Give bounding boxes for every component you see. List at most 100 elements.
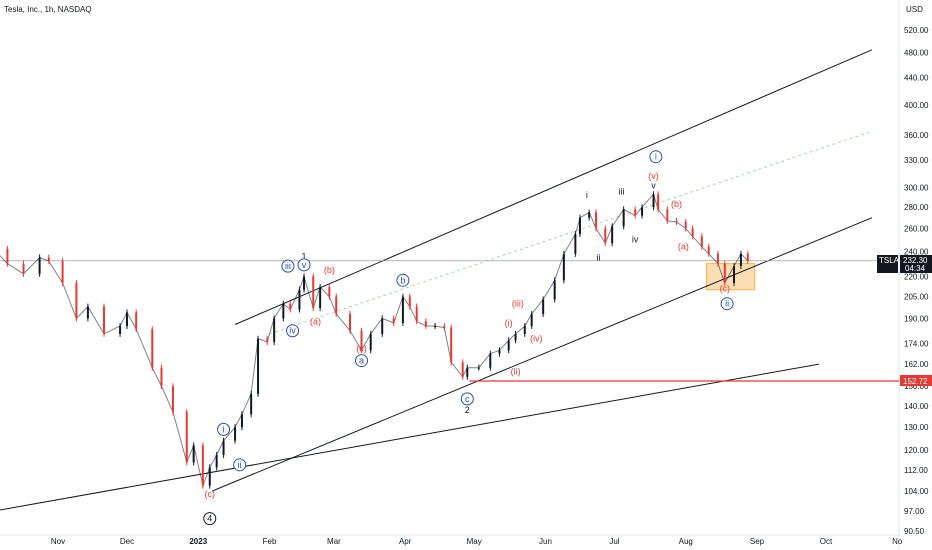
price-candle-body — [746, 253, 749, 261]
price-candle-body — [119, 326, 122, 334]
wave-label: 2 — [465, 405, 470, 415]
price-candle-body — [733, 266, 736, 283]
price-candle-body — [185, 412, 188, 463]
price-candle-body — [634, 209, 637, 216]
wave-label: iv — [289, 326, 296, 336]
price-candle-body — [401, 296, 404, 323]
y-tick-label: 190.00 — [904, 314, 929, 323]
price-candle-body — [408, 296, 411, 307]
wave-label-circle — [396, 273, 410, 287]
price-candle-body — [716, 253, 719, 264]
level-tag-value: 152.72 — [903, 377, 928, 386]
price-candle-body — [461, 362, 464, 377]
y-tick-label: 104.00 — [904, 487, 929, 496]
level-layer[interactable] — [0, 260, 899, 382]
symbol-tag-bg — [877, 255, 898, 273]
price-candle-body — [38, 257, 41, 274]
price-candle-body — [298, 289, 301, 310]
x-tick-label: Feb — [263, 537, 277, 546]
price-candle-body — [542, 299, 545, 314]
y-tick-label: 174.00 — [904, 340, 929, 349]
price-candle-body — [201, 445, 204, 486]
price-candle-body — [328, 286, 331, 297]
wave-label: i — [223, 424, 225, 434]
chart-title: Tesla, Inc., 1h, NASDAQ — [4, 5, 92, 14]
wave-label: ii — [596, 252, 600, 262]
price-candle-body — [75, 282, 78, 319]
wave-label: i — [655, 152, 657, 162]
wave-label: (a) — [678, 242, 689, 252]
y-tick-label: 440.00 — [904, 74, 929, 83]
y-tick-label: 120.00 — [904, 446, 929, 455]
price-candle-body — [303, 276, 306, 290]
price-candle-body — [125, 312, 128, 327]
wave-label: 4 — [207, 514, 212, 524]
wave-label: a — [359, 356, 364, 366]
x-tick-label: Aug — [679, 537, 693, 546]
wave-label: 1 — [302, 251, 307, 261]
wave-label: ii — [238, 460, 242, 470]
price-axis-ticks: 520.00 480.00 440.00 400.00 360.00 330.00 300.… — [904, 26, 929, 536]
price-candle-body — [369, 333, 372, 351]
price-candle-body — [424, 321, 427, 327]
level-price-tag: 152.72 — [900, 375, 932, 386]
wave-label: b — [400, 275, 405, 285]
price-candle-body — [349, 313, 352, 331]
y-tick-label: 330.00 — [904, 156, 929, 165]
price-candle-body — [466, 367, 469, 377]
y-tick-label: 220.00 — [904, 272, 929, 281]
wave-label: (iii) — [512, 299, 524, 309]
price-candle-body — [22, 263, 25, 274]
price-candle-body — [641, 207, 644, 216]
price-candle-body — [657, 194, 660, 210]
wave-label-circle — [233, 458, 247, 472]
wave-label-circle — [460, 392, 474, 406]
price-candle-body — [135, 312, 138, 330]
price-candle-body — [588, 212, 591, 218]
wave-label-circle — [720, 297, 734, 311]
price-candle-body — [675, 220, 678, 222]
price-candle-body — [595, 212, 598, 229]
y-tick-label: 360.00 — [904, 131, 929, 140]
wave-label: (b) — [671, 199, 682, 209]
price-candle-body — [530, 313, 533, 327]
y-tick-label: 300.00 — [904, 183, 929, 192]
wave-label: iii — [618, 186, 624, 196]
price-candle-body — [450, 327, 453, 363]
price-candle-body — [360, 330, 363, 351]
wave-label: (c) — [720, 283, 731, 293]
price-tag-bg — [900, 255, 932, 273]
price-candle-body — [443, 326, 446, 328]
price-candle-body — [652, 194, 655, 208]
time-axis-ticks: Nov Dec 2023 Feb Mar Apr May Jun Jul Aug Sep Oct No — [51, 537, 903, 546]
y-tick-label: 162.00 — [904, 360, 929, 369]
price-candle-body — [684, 221, 687, 229]
wave-label: (iv) — [530, 334, 543, 344]
price-candle-body — [192, 445, 195, 463]
price-candle-body — [47, 257, 50, 262]
price-candle-body — [604, 228, 607, 244]
wave-label-circle — [297, 258, 311, 272]
price-candle-body — [240, 414, 243, 428]
price-candle-body — [335, 296, 338, 314]
price-candle-body — [282, 303, 285, 319]
x-tick-label: Sep — [750, 537, 765, 546]
wave-label-circle — [355, 354, 369, 368]
price-candle-body — [160, 367, 163, 387]
trendline-layer[interactable] — [0, 49, 873, 511]
price-candle-body — [415, 306, 418, 322]
y-tick-label: 140.00 — [904, 402, 929, 411]
y-tick-label: 130.00 — [904, 423, 929, 432]
price-candle-body — [723, 263, 726, 283]
y-tick-label: 112.00 — [904, 466, 928, 475]
price-candle-body — [61, 261, 64, 283]
price-tag-value: 232.30 — [903, 256, 928, 265]
y-tick-label: 400.00 — [904, 101, 929, 110]
wave-label-circle — [281, 259, 295, 273]
price-candle-body — [102, 306, 105, 334]
symbol-tag-label: TSLA — [879, 256, 900, 265]
price-candle-body — [289, 303, 292, 310]
wave-label: ii — [725, 299, 729, 309]
